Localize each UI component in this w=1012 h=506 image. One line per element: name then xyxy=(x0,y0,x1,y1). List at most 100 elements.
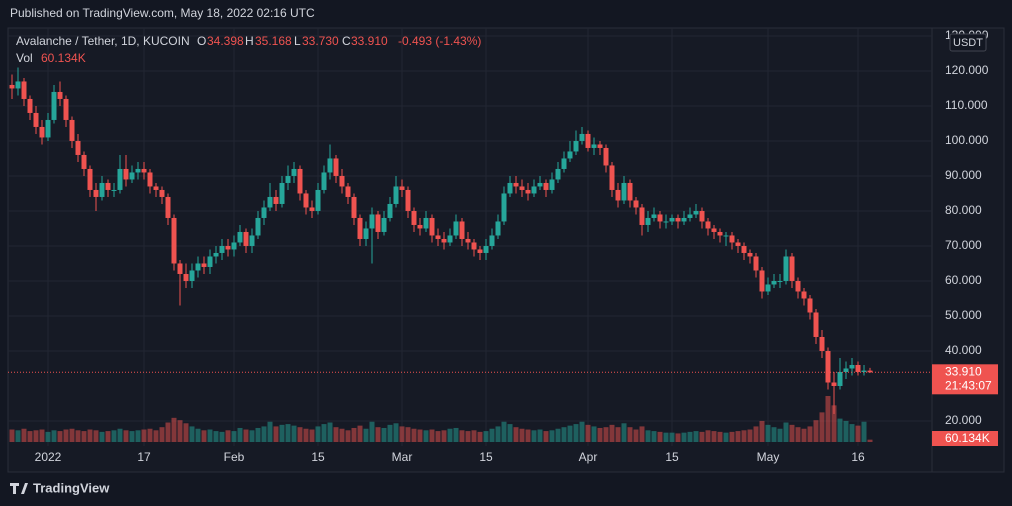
candle-body xyxy=(117,168,123,190)
volume-bar xyxy=(621,423,627,442)
x-tick-label: May xyxy=(757,450,780,464)
ohlc-l: L xyxy=(294,34,301,48)
volume-bar xyxy=(861,421,867,442)
candle-body xyxy=(705,221,711,229)
volume-bar xyxy=(429,429,435,442)
candle-body xyxy=(237,231,243,243)
volume-bar xyxy=(699,431,705,442)
candle-body xyxy=(303,193,309,208)
candle-body xyxy=(345,186,351,197)
last-price-box xyxy=(932,364,998,395)
candle-body xyxy=(585,133,591,148)
candle-body xyxy=(861,370,867,372)
y-tick-label: 120.000 xyxy=(945,63,989,77)
candle-body xyxy=(657,214,663,222)
volume-bar xyxy=(267,421,273,442)
candle-body xyxy=(231,242,237,250)
candle-body xyxy=(135,168,141,173)
x-tick-label: 15 xyxy=(479,450,493,464)
volume-bar xyxy=(543,431,549,442)
volume-bar xyxy=(381,427,387,442)
x-tick-label: 17 xyxy=(137,450,151,464)
candle-body xyxy=(471,242,477,250)
vol-label: Vol xyxy=(16,51,33,65)
candle-body xyxy=(333,158,339,176)
candle-body xyxy=(435,235,441,239)
volume-bar xyxy=(795,427,801,442)
volume-bar xyxy=(711,431,717,442)
candle-body xyxy=(171,217,177,264)
candle-body xyxy=(735,242,741,246)
volume-bar xyxy=(723,432,729,442)
candle-body xyxy=(363,228,369,239)
volume-bar xyxy=(435,431,441,442)
candle-body xyxy=(615,189,621,201)
candle-body xyxy=(621,182,627,201)
volume-bar xyxy=(759,420,765,442)
candle-body xyxy=(519,186,525,190)
candle-body xyxy=(867,370,873,373)
volume-bar xyxy=(351,427,357,442)
candle-body xyxy=(111,189,117,191)
volume-bar xyxy=(153,430,159,442)
volume-bar xyxy=(549,430,555,442)
candle-body xyxy=(507,182,513,194)
candle-body xyxy=(321,172,327,190)
volume-bar xyxy=(321,424,327,442)
candle-body xyxy=(837,371,843,386)
volume-bar xyxy=(783,422,789,442)
candle-body xyxy=(489,235,495,246)
candle-body xyxy=(465,238,471,243)
volume-bar xyxy=(51,430,57,442)
volume-bar xyxy=(639,426,645,442)
candle-body xyxy=(243,231,249,246)
candle-body xyxy=(327,158,333,173)
candle-body xyxy=(591,144,597,148)
volume-bar xyxy=(585,424,591,442)
volume-bar xyxy=(819,412,825,442)
candle-body xyxy=(783,256,789,281)
volume-bar xyxy=(741,430,747,442)
volume-bar xyxy=(747,429,753,442)
candle-body xyxy=(453,221,459,236)
candle-body xyxy=(255,217,261,236)
candle-body xyxy=(99,182,105,197)
candle-body xyxy=(249,235,255,246)
volume-bar xyxy=(627,427,633,442)
candle-body xyxy=(315,189,321,211)
logo-text: TradingView xyxy=(33,480,110,495)
volume-bar xyxy=(513,427,519,442)
volume-bar xyxy=(681,432,687,442)
volume-bar xyxy=(39,429,45,442)
candle-body xyxy=(105,182,111,190)
volume-bar xyxy=(177,420,183,442)
volume-bar xyxy=(663,432,669,442)
volume-bar xyxy=(753,426,759,442)
candle-body xyxy=(525,189,531,194)
candle-body xyxy=(789,256,795,281)
currency: USDT xyxy=(953,37,983,49)
candle-body xyxy=(189,270,195,281)
candle-body xyxy=(357,217,363,239)
candle-body xyxy=(273,196,279,204)
volume-bar xyxy=(123,430,129,442)
volume-bar xyxy=(219,431,225,442)
volume-bar xyxy=(297,427,303,442)
volume-bar xyxy=(93,430,99,442)
volume-bar xyxy=(837,418,843,442)
candle-body xyxy=(501,193,507,222)
volume-bar xyxy=(303,428,309,442)
volume-bar xyxy=(69,428,75,442)
volume-bar xyxy=(651,431,657,442)
volume-bar xyxy=(501,421,507,442)
y-tick-label: 110.000 xyxy=(945,98,988,112)
candle-body xyxy=(339,175,345,187)
volume-bar xyxy=(519,428,525,442)
volume-bar xyxy=(117,428,123,442)
candle-body xyxy=(405,189,411,211)
y-tick-label: 80.000 xyxy=(945,203,982,217)
volume-bar xyxy=(237,427,243,442)
volume-bar xyxy=(813,420,819,442)
candle-body xyxy=(195,263,201,271)
candle-body xyxy=(417,224,423,229)
